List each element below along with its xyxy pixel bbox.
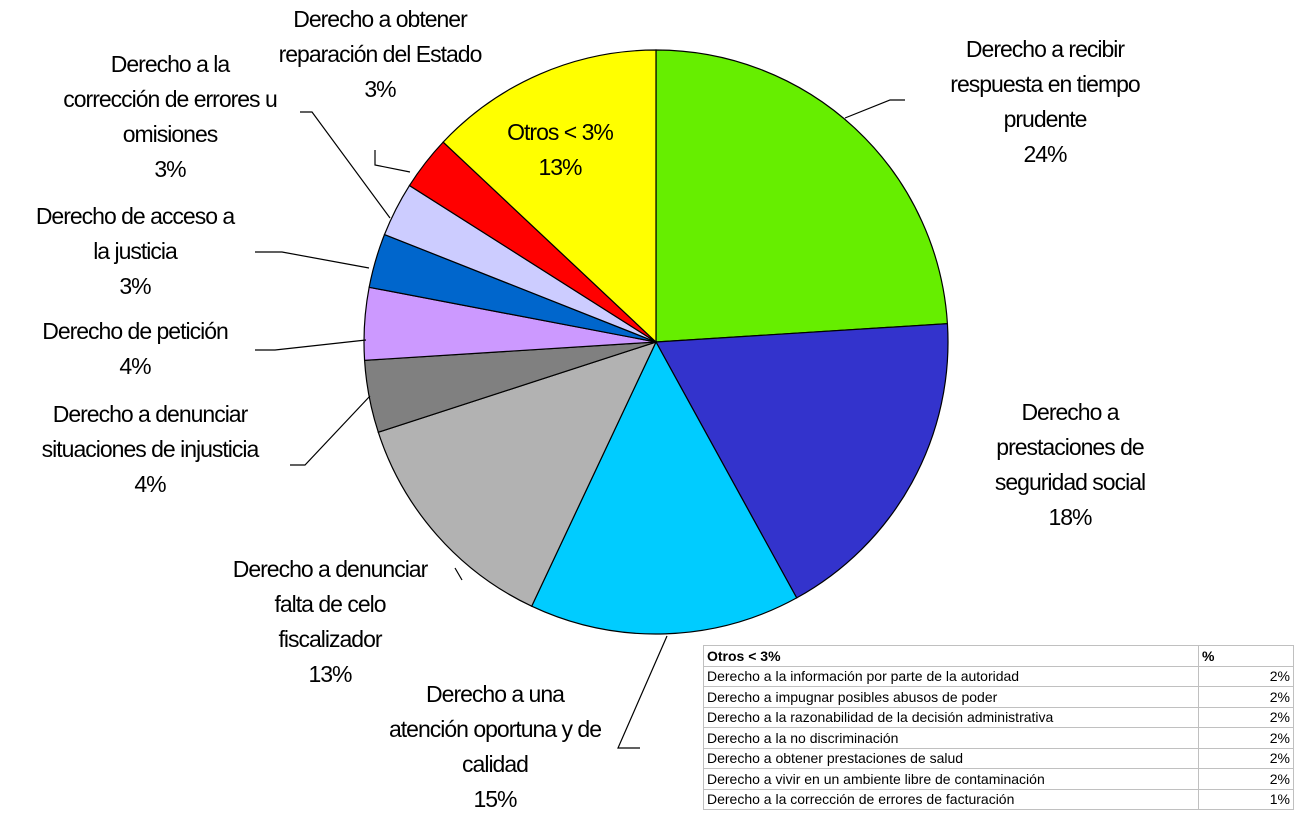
slice-label: Derecho a denunciar situaciones de injus… [41,397,260,502]
pie-slice [530,340,798,635]
table-row: Derecho a obtener prestaciones de salud 2… [703,747,1294,769]
percent-label: 24% [1023,141,1067,167]
leader-line [300,111,391,219]
percent-cell: 2% [1198,727,1294,749]
pie-slice [442,49,657,344]
name-cell: Derecho a la no discriminación [703,727,1199,749]
slice-label: Derecho de acceso a la justicia 3% [35,199,235,304]
category-name: Derecho a denunciar falta de celo fiscal… [232,556,429,652]
percent-label: 13% [538,154,582,180]
table-row: Derecho a la corrección de errores de fa… [703,788,1294,810]
leader-line [844,99,905,119]
leader-line [255,339,367,351]
category-name: Otros < 3% [507,119,614,145]
category-name: Derecho de acceso a la justicia [35,203,235,264]
category-name: Derecho a prestaciones de seguridad soci… [994,399,1146,495]
table-row: Derecho a impugnar posibles abusos de po… [703,686,1294,708]
percent-cell: 2% [1198,665,1294,687]
category-name: Derecho de petición [42,318,229,344]
category-name: Derecho a recibir respuesta en tiempo pr… [950,36,1140,132]
leader-line [290,395,371,466]
pie-slice [655,323,949,599]
percent-label: 4% [119,353,151,379]
table-row: Derecho a vivir en un ambiente libre de … [703,768,1294,790]
slice-label: Otros < 3% 13% [460,115,660,185]
percent-cell: 2% [1198,768,1294,790]
others-table: Otros < 3% % Derecho a la información po… [703,645,1294,810]
category-name: Derecho a denunciar situaciones de injus… [41,401,260,462]
slice-label: Derecho a la corrección de errores u omi… [61,47,279,187]
slice-label: Derecho de petición 4% [5,314,265,384]
percent-label: 13% [308,661,352,687]
name-cell: Derecho a vivir en un ambiente libre de … [703,768,1199,790]
category-name: Derecho a la corrección de errores u omi… [63,51,278,147]
percent-cell: 2% [1198,747,1294,769]
name-cell: Derecho a obtener prestaciones de salud [703,747,1199,769]
table-header: Otros < 3% % [703,645,1294,667]
leader-line [374,150,411,173]
pie-slice [655,49,949,343]
slice-label: Derecho a obtener reparación del Estado 3… [278,2,483,107]
name-cell: Derecho a impugnar posibles abusos de po… [703,686,1199,708]
percent-label: 4% [134,471,166,497]
leader-line [617,635,668,749]
slice-label: Derecho a una atención oportuna y de cal… [384,677,606,817]
percent-label: 18% [1048,504,1092,530]
table-row: Derecho a la no discriminación 2% [703,727,1294,749]
name-cell: Derecho a la información por parte de la… [703,665,1199,687]
percent-label: 3% [119,273,151,299]
percent-label: 15% [473,786,517,812]
table-row: Derecho a la información por parte de la… [703,665,1294,687]
percent-label: 3% [364,76,396,102]
percent-cell: 2% [1198,706,1294,728]
name-cell: Derecho a la corrección de errores de fa… [703,788,1199,810]
category-name: Derecho a obtener reparación del Estado [278,6,483,67]
slice-label: Derecho a recibir respuesta en tiempo pr… [928,32,1163,172]
header-cell: % [1198,645,1294,667]
pie-slice [377,341,658,608]
leader-line [255,251,370,269]
leader-line [454,567,463,581]
percent-label: 3% [154,156,186,182]
percent-cell: 2% [1198,686,1294,708]
name-cell: Derecho a la razonabilidad de la decisió… [703,706,1199,728]
table-row: Derecho a la razonabilidad de la decisió… [703,706,1294,728]
slice-label: Derecho a prestaciones de seguridad soci… [968,395,1173,535]
percent-cell: 1% [1198,788,1294,810]
slice-label: Derecho a denunciar falta de celo fiscal… [221,552,439,692]
header-cell: Otros < 3% [703,645,1199,667]
category-name: Derecho a una atención oportuna y de cal… [388,681,602,777]
